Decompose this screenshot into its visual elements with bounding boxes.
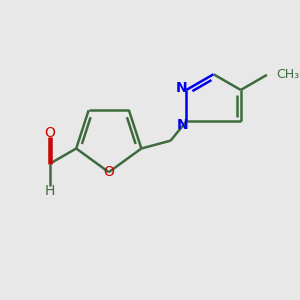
- Text: O: O: [103, 165, 114, 179]
- Text: N: N: [176, 81, 187, 95]
- Text: O: O: [45, 126, 56, 140]
- Text: H: H: [45, 184, 55, 198]
- Text: CH₃: CH₃: [276, 68, 299, 81]
- Text: N: N: [177, 118, 188, 132]
